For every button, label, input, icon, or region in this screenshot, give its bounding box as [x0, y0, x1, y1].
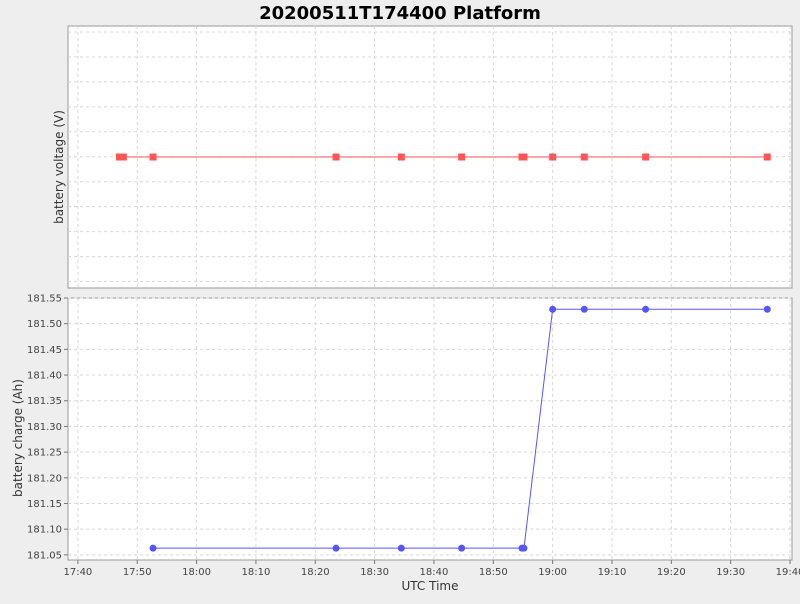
chart-title: 20200511T174400 Platform [259, 3, 541, 24]
voltage-y-axis-label: battery voltage (V) [52, 110, 66, 224]
y-tick-label: 181.40 [27, 371, 62, 382]
y-tick-label: 181.30 [27, 422, 62, 433]
voltage-point [458, 153, 466, 161]
y-tick-label: 181.15 [27, 499, 62, 510]
x-axis-ticks: 17:40 17:50 18:00 18:10 18:20 18:30 18:40 18:50… [63, 560, 800, 578]
voltage-point [642, 153, 650, 161]
charge-grid [68, 297, 792, 560]
y-tick-label: 181.25 [27, 448, 62, 459]
charge-point [642, 305, 650, 313]
voltage-point [115, 153, 123, 161]
charge-point [332, 544, 340, 552]
charge-panel: 181.05 181.10 181.15 181.20 181.25 181.30 181.… [11, 294, 793, 561]
y-tick-label: 181.45 [27, 345, 62, 356]
voltage-point [763, 153, 771, 161]
charge-y-ticks: 181.05 181.10 181.15 181.20 181.25 181.30 181.… [27, 294, 68, 561]
y-tick-label: 181.10 [27, 525, 62, 536]
voltage-point [119, 153, 127, 161]
x-tick-label: 19:30 [716, 567, 745, 578]
charge-plot-area [67, 297, 793, 561]
charge-point [397, 544, 405, 552]
y-tick-label: 181.35 [27, 396, 62, 407]
x-tick-label: 18:20 [301, 567, 330, 578]
voltage-panel: battery voltage (V) [52, 25, 793, 289]
y-tick-label: 181.20 [27, 473, 62, 484]
charge-point [458, 544, 466, 552]
x-axis-label: UTC Time [402, 579, 459, 593]
x-tick-label: 17:40 [63, 567, 92, 578]
charge-point [520, 544, 528, 552]
charge-point [763, 305, 771, 313]
voltage-point [520, 153, 528, 161]
x-tick-label: 18:10 [242, 567, 271, 578]
x-tick-label: 18:00 [182, 567, 211, 578]
voltage-point [580, 153, 588, 161]
y-tick-label: 181.55 [27, 294, 62, 305]
voltage-point [332, 153, 340, 161]
voltage-point [397, 153, 405, 161]
y-tick-label: 181.50 [27, 319, 62, 330]
charge-y-axis-label: battery charge (Ah) [11, 379, 25, 497]
x-tick-label: 19:20 [657, 567, 686, 578]
x-tick-label: 18:30 [360, 567, 389, 578]
charge-series [149, 305, 771, 552]
x-tick-label: 17:50 [123, 567, 152, 578]
x-tick-label: 18:40 [420, 567, 449, 578]
charge-point [149, 544, 157, 552]
y-tick-label: 181.05 [27, 550, 62, 561]
x-tick-label: 18:50 [479, 567, 508, 578]
voltage-series [115, 153, 771, 161]
voltage-point [549, 153, 557, 161]
voltage-point [149, 153, 157, 161]
charge-point [549, 305, 557, 313]
charge-point [580, 305, 588, 313]
x-tick-label: 19:40 [776, 567, 800, 578]
x-tick-label: 19:10 [598, 567, 627, 578]
x-tick-label: 19:00 [538, 567, 567, 578]
